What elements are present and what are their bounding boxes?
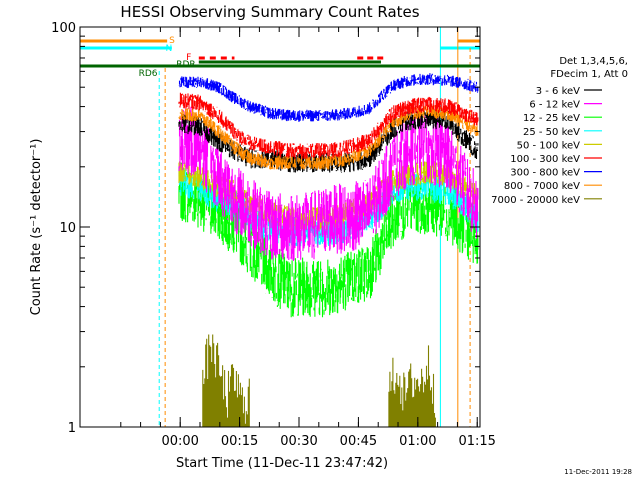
- y-tick-label: 10: [59, 221, 76, 236]
- series-trace: [178, 104, 479, 170]
- legend-label: 800 - 7000 keV: [504, 181, 580, 192]
- rd6-flag-label: RD6: [139, 69, 158, 79]
- series-trace: [202, 334, 436, 427]
- x-tick-label: 00:15: [221, 434, 258, 449]
- flare-flag-label: F: [186, 53, 191, 63]
- rdr-flag-label: RDR: [176, 60, 195, 70]
- series-trace: [178, 92, 479, 159]
- saa-flag-label: S: [169, 36, 175, 46]
- x-tick-label: 00:00: [161, 434, 198, 449]
- x-tick-label: 00:45: [340, 434, 377, 449]
- y-axis: 1 10 100: [51, 21, 480, 436]
- series-layer: [178, 73, 479, 427]
- x-axis-label: Start Time (11-Dec-11 23:47:42): [176, 456, 388, 471]
- series-trace: [178, 106, 479, 261]
- legend-label: 12 - 25 keV: [523, 113, 580, 124]
- series-trace: [178, 73, 479, 122]
- legend-label: 300 - 800 keV: [510, 168, 580, 179]
- legend-label: 100 - 300 keV: [510, 154, 580, 165]
- legend-label: 50 - 100 keV: [517, 140, 581, 151]
- night-flag-label: N: [166, 44, 173, 54]
- legend-label: 7000 - 20000 keV: [491, 195, 580, 206]
- x-tick-label: 00:30: [280, 434, 317, 449]
- legend: Det 1,3,4,5,6, FDecim 1, Att 0 3 - 6 keV 6 …: [491, 56, 628, 206]
- y-axis-label: Count Rate (s⁻¹ detector⁻¹): [29, 139, 44, 316]
- x-axis: 00:00 00:15 00:30 00:45 01:00 01:15: [120, 27, 496, 449]
- legend-label: 25 - 50 keV: [523, 127, 580, 138]
- legend-label: 3 - 6 keV: [536, 86, 580, 97]
- plot-timestamp: 11-Dec-2011 19:28: [564, 468, 632, 476]
- y-tick-label: 100: [51, 21, 76, 36]
- legend-header: Det 1,3,4,5,6,: [559, 56, 628, 67]
- legend-header: FDecim 1, Att 0: [550, 69, 628, 80]
- x-tick-label: 01:00: [399, 434, 436, 449]
- chart-title: HESSI Observing Summary Count Rates: [120, 3, 419, 21]
- y-tick-label: 1: [68, 421, 76, 436]
- x-tick-label: 01:15: [458, 434, 495, 449]
- legend-label: 6 - 12 keV: [529, 100, 580, 111]
